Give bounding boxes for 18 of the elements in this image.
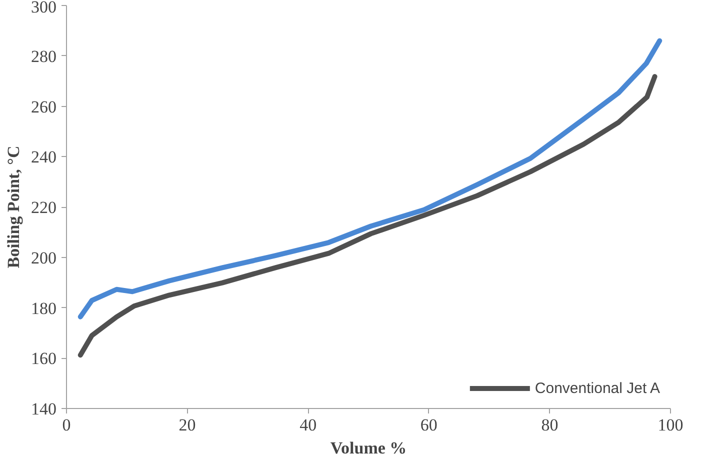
y-tick-label: 220 xyxy=(31,198,56,217)
legend-label: Conventional Jet A xyxy=(534,380,660,396)
x-axis-title: Volume % xyxy=(330,438,407,458)
y-tick-label: 140 xyxy=(31,400,56,418)
y-axis-title: Boiling Point, °C xyxy=(4,146,23,268)
x-tick-label: 20 xyxy=(178,416,196,434)
y-tick-label: 280 xyxy=(31,46,56,66)
x-tick-label: 60 xyxy=(420,416,438,434)
x-tick-label: 0 xyxy=(62,416,71,434)
y-tick-label: 260 xyxy=(31,97,56,116)
y-tick-label: 300 xyxy=(31,0,56,16)
y-tick-label: 180 xyxy=(31,298,56,318)
y-tick-label: 200 xyxy=(31,248,56,268)
x-tick-label: 80 xyxy=(541,416,558,434)
x-tick-label: 100 xyxy=(658,416,684,434)
x-tick-label: 40 xyxy=(300,416,317,434)
y-tick-label: 240 xyxy=(31,148,56,167)
y-tick-label: 160 xyxy=(31,349,56,368)
